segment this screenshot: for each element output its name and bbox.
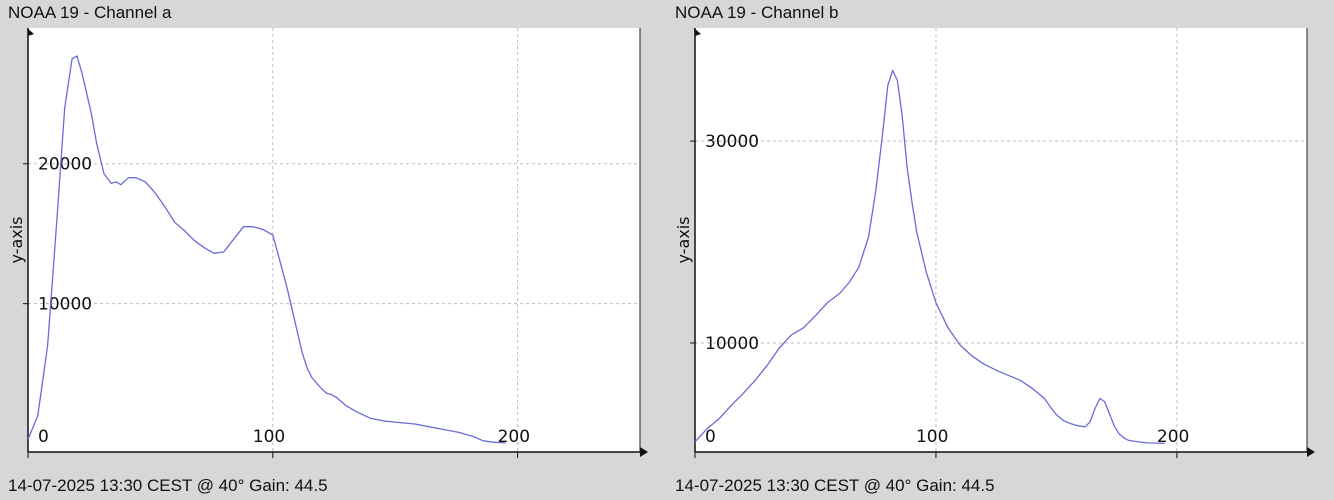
- y-axis-label-b: y-axis: [674, 216, 693, 263]
- plot-area-a: 0 100 200 10000 20000 y-axis: [7, 28, 648, 458]
- x-tick-label-a-0: 0: [38, 427, 49, 447]
- timestamp-gain-caption-a: 14-07-2025 13:30 CEST @ 40° Gain: 44.5: [8, 476, 328, 495]
- x-axis-arrow-b: [1307, 447, 1315, 457]
- chart-title-a: NOAA 19 - Channel a: [8, 3, 172, 22]
- x-tick-label-a-1: 100: [253, 427, 285, 447]
- x-tick-label-b-2: 200: [1157, 427, 1189, 447]
- y-tick-label-b-1: 30000: [705, 132, 759, 152]
- x-tick-label-b-1: 100: [916, 427, 948, 447]
- chart-panel-b: NOAA 19 - Channel b 0 100 200 10000 30000 y-a…: [667, 0, 1334, 500]
- plot-area-b: 0 100 200 10000 30000 y-axis: [674, 28, 1315, 458]
- chart-title-b: NOAA 19 - Channel b: [675, 3, 839, 22]
- series-line-b-0: [694, 69, 1165, 445]
- chart-panel-a: NOAA 19 - Channel a 0 100 200 10000 20000 y-a…: [7, 3, 648, 495]
- x-tick-label-a-2: 200: [498, 427, 530, 447]
- x-axis-arrow-a: [640, 447, 648, 457]
- series-line-a-0: [27, 55, 506, 444]
- plot-background-a: [28, 28, 640, 452]
- x-tick-label-b-0: 0: [705, 427, 716, 447]
- plot-background-b: [695, 28, 1307, 452]
- y-axis-arrow-a: [27, 28, 34, 36]
- y-axis-label-a: y-axis: [7, 216, 26, 263]
- y-tick-label-a-0: 10000: [38, 295, 92, 315]
- y-tick-label-b-0: 10000: [705, 334, 759, 354]
- timestamp-gain-caption-b: 14-07-2025 13:30 CEST @ 40° Gain: 44.5: [675, 476, 995, 495]
- y-axis-arrow-b: [694, 28, 701, 36]
- y-tick-label-a-1: 20000: [38, 155, 92, 175]
